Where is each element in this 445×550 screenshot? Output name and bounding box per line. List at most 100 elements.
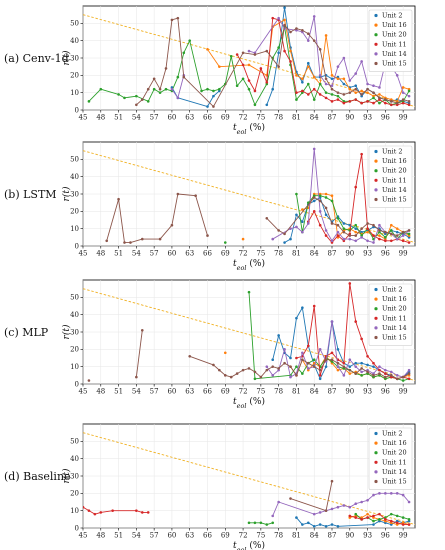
data-point — [366, 354, 369, 358]
data-point — [277, 65, 280, 68]
reference-line — [83, 432, 415, 525]
data-point — [318, 223, 322, 227]
data-point — [389, 519, 393, 523]
y-tick-label: 30 — [70, 328, 79, 336]
data-point — [146, 511, 150, 514]
data-point — [389, 229, 393, 232]
y-tick-label: 40 — [70, 455, 79, 463]
data-point — [140, 237, 144, 241]
data-point — [218, 65, 221, 68]
data-point — [200, 89, 203, 93]
data-point — [318, 194, 322, 198]
legend-marker — [374, 470, 378, 474]
x-tick-label: 99 — [399, 532, 408, 540]
data-point — [283, 6, 286, 10]
data-point — [366, 227, 369, 230]
data-point — [135, 94, 138, 98]
data-point — [330, 239, 334, 243]
x-tick-label: 81 — [292, 114, 301, 122]
legend-marker — [374, 441, 378, 445]
data-point — [384, 375, 387, 379]
data-point — [241, 77, 245, 81]
x-tick-label: 96 — [381, 532, 390, 540]
data-point — [372, 234, 375, 237]
data-point — [283, 49, 286, 53]
data-point — [277, 500, 280, 504]
x-tick-label: 66 — [203, 114, 212, 122]
data-point — [336, 368, 340, 372]
data-point — [389, 223, 393, 227]
data-point — [384, 230, 387, 234]
data-point — [342, 374, 346, 377]
data-point — [295, 374, 298, 377]
data-point — [407, 518, 411, 521]
x-tick-label: 96 — [381, 388, 390, 396]
data-point — [330, 100, 334, 103]
y-tick-label: 20 — [70, 346, 79, 354]
data-point — [324, 77, 328, 81]
data-point — [360, 60, 363, 63]
data-point — [378, 518, 381, 521]
data-point — [188, 354, 192, 358]
data-point — [348, 365, 352, 368]
data-point — [354, 320, 358, 323]
data-point — [247, 63, 251, 67]
data-point — [348, 87, 352, 91]
y-tick-label: 30 — [70, 54, 79, 62]
data-point — [378, 93, 381, 96]
data-point — [348, 91, 352, 94]
data-point — [360, 227, 363, 230]
data-point — [354, 512, 358, 516]
data-point — [348, 505, 352, 509]
legend-entry: Unit 2 — [382, 148, 403, 156]
legend-entry: Unit 2 — [382, 12, 403, 20]
data-point — [301, 28, 304, 32]
legend-marker — [374, 326, 378, 330]
data-point — [407, 94, 411, 98]
legend-entry: Unit 11 — [382, 176, 407, 184]
data-point — [354, 365, 358, 368]
x-tick-label: 78 — [274, 250, 283, 258]
data-point — [401, 239, 405, 243]
data-point — [295, 316, 298, 320]
data-point — [354, 227, 358, 230]
data-point — [206, 87, 209, 91]
reference-line — [83, 14, 415, 107]
data-point — [378, 512, 381, 516]
data-point — [336, 365, 340, 368]
legend-entry: Unit 14 — [382, 186, 407, 194]
data-point — [366, 239, 369, 243]
data-point — [336, 98, 340, 101]
data-point — [295, 356, 298, 360]
data-point — [218, 368, 221, 372]
data-point — [348, 282, 352, 285]
x-tick-label: 72 — [239, 388, 248, 396]
data-point — [117, 197, 120, 201]
data-point — [401, 523, 405, 526]
data-point — [182, 51, 186, 55]
data-point — [407, 523, 411, 526]
data-point — [360, 370, 363, 374]
legend-marker — [374, 197, 378, 202]
data-point — [241, 63, 245, 67]
x-tick-label: 45 — [79, 388, 88, 396]
x-tick-label: 60 — [167, 250, 176, 258]
panel-mlp: (c) MLP 45 48 51 54 57 60 63 66 69 72 75 78 81 84 87 90… — [4, 279, 416, 410]
x-tick-label: 93 — [363, 532, 372, 540]
data-point — [389, 374, 393, 377]
x-tick-label: 72 — [239, 250, 248, 258]
data-point — [283, 232, 286, 236]
legend-entry: Unit 15 — [382, 478, 407, 486]
data-point — [360, 101, 363, 105]
data-point — [354, 91, 358, 94]
data-point — [360, 152, 363, 156]
x-tick-label: 54 — [132, 250, 141, 258]
x-tick-label: 75 — [256, 388, 265, 396]
x-tick-label: 84 — [310, 388, 319, 396]
x-tick-label: 84 — [310, 532, 319, 540]
legend-entry: Unit 11 — [382, 458, 407, 466]
data-point — [295, 27, 298, 30]
data-point — [324, 234, 328, 237]
